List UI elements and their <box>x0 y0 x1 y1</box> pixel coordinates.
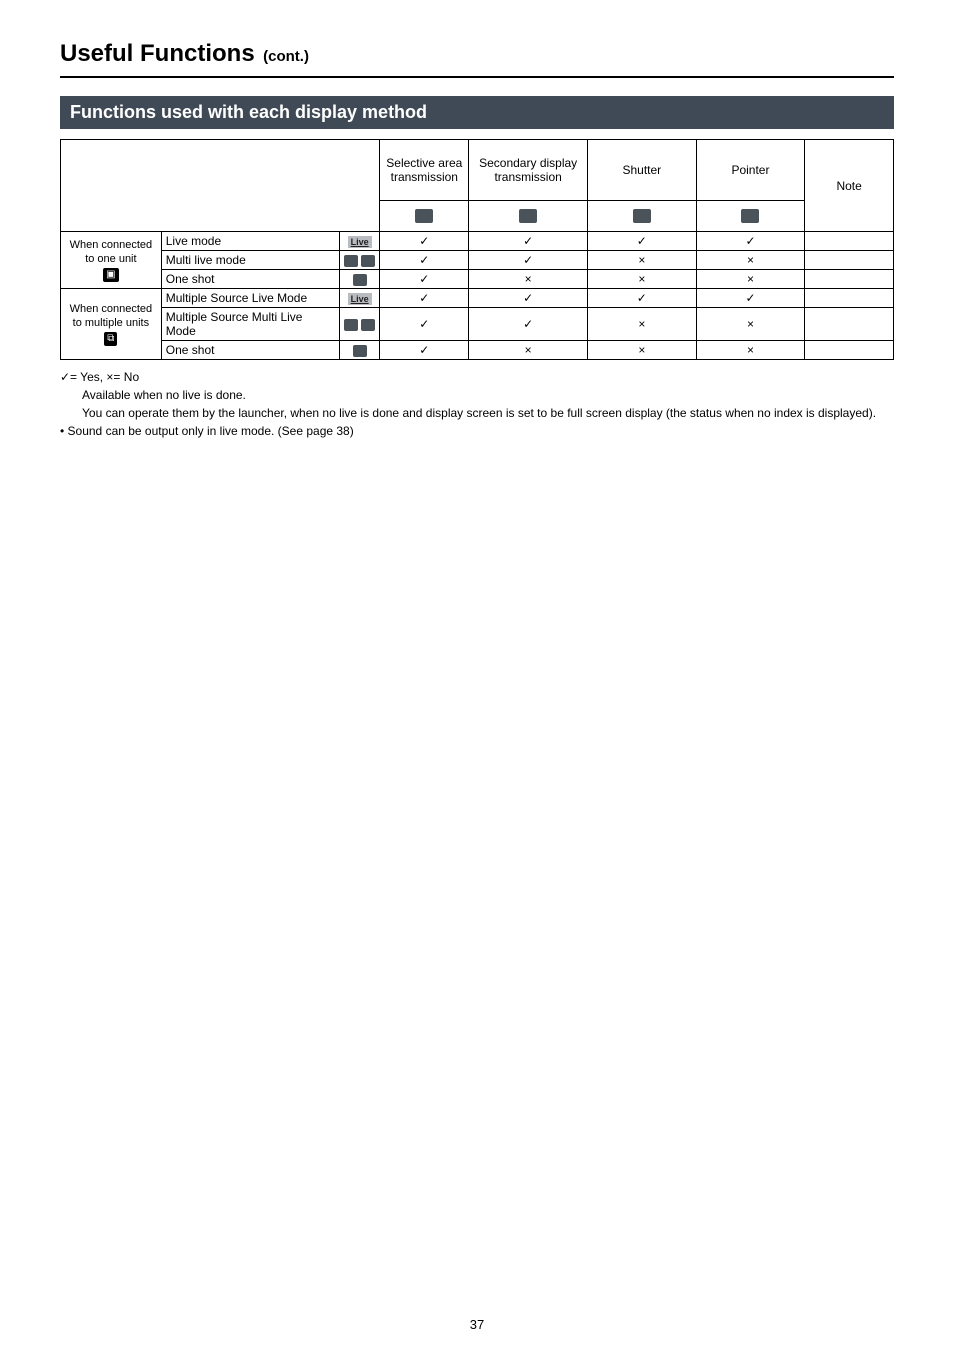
multi-live-icon <box>340 308 380 341</box>
page-title: Useful Functions <box>60 40 255 67</box>
multi-live-icon <box>340 251 380 270</box>
cell: × <box>696 251 805 270</box>
selective-area-icon <box>380 201 469 232</box>
cell: ✓ <box>588 232 697 251</box>
table-row: One shot ✓ × × × <box>61 341 894 360</box>
cell: ✓ <box>380 289 469 308</box>
cell: × <box>696 270 805 289</box>
live-badge-icon: Live <box>340 232 380 251</box>
table-row: One shot ✓ × × × <box>61 270 894 289</box>
notes-block: ✓= Yes, ×= No Available when no live is … <box>60 368 894 440</box>
cell: ✓ <box>588 289 697 308</box>
single-projector-icon: ▣ <box>103 268 118 282</box>
cell: × <box>588 270 697 289</box>
cell: × <box>588 308 697 341</box>
cell <box>805 289 894 308</box>
note-line-2: You can operate them by the launcher, wh… <box>60 404 894 422</box>
cell: ✓ <box>469 289 588 308</box>
pointer-icon <box>696 201 805 232</box>
cell: ✓ <box>380 251 469 270</box>
cell: × <box>696 341 805 360</box>
cell: ✓ <box>380 308 469 341</box>
cell <box>805 251 894 270</box>
live-badge-icon: Live <box>340 289 380 308</box>
note-line-1: Available when no live is done. <box>60 386 894 404</box>
table-row: When connected to one unit ▣ Live mode L… <box>61 232 894 251</box>
group-label-single: When connected to one unit ▣ <box>61 232 162 289</box>
mode-label: One shot <box>161 341 339 360</box>
table-row: Multi live mode ✓ ✓ × × <box>61 251 894 270</box>
cell: ✓ <box>469 232 588 251</box>
cell: ✓ <box>469 308 588 341</box>
cell: ✓ <box>469 251 588 270</box>
page-title-cont: (cont.) <box>263 48 309 65</box>
functions-table: Selective area transmission Secondary di… <box>60 139 894 360</box>
col-header-selective: Selective area transmission <box>380 140 469 201</box>
group-label-text: When connected to one unit <box>70 239 153 265</box>
group-label-multiple: When connected to multiple units ⧉ <box>61 289 162 360</box>
mode-label: Multiple Source Live Mode <box>161 289 339 308</box>
table-corner-cell <box>61 140 380 232</box>
cell <box>805 341 894 360</box>
cell: × <box>469 270 588 289</box>
cell: ✓ <box>380 270 469 289</box>
table-row: Multiple Source Multi Live Mode ✓ ✓ × × <box>61 308 894 341</box>
col-header-pointer: Pointer <box>696 140 805 201</box>
cell: × <box>469 341 588 360</box>
cell <box>805 232 894 251</box>
section-heading: Functions used with each display method <box>60 96 894 129</box>
mode-label: Multi live mode <box>161 251 339 270</box>
mode-label: Multiple Source Multi Live Mode <box>161 308 339 341</box>
mode-label: One shot <box>161 270 339 289</box>
cell: ✓ <box>380 341 469 360</box>
secondary-display-icon <box>469 201 588 232</box>
legend-text: ✓= Yes, ×= No <box>60 368 894 386</box>
cell: ✓ <box>696 232 805 251</box>
note-bullet: • Sound can be output only in live mode.… <box>60 422 894 440</box>
cell: × <box>696 308 805 341</box>
cell: × <box>588 251 697 270</box>
page-title-row: Useful Functions (cont.) <box>60 40 894 78</box>
group-label-text: When connected to multiple units <box>70 303 153 329</box>
cell <box>805 308 894 341</box>
cell <box>805 270 894 289</box>
table-row: When connected to multiple units ⧉ Multi… <box>61 289 894 308</box>
col-header-shutter: Shutter <box>588 140 697 201</box>
cell: × <box>588 341 697 360</box>
cell: ✓ <box>380 232 469 251</box>
oneshot-icon <box>340 341 380 360</box>
cell: ✓ <box>696 289 805 308</box>
col-header-note: Note <box>805 140 894 232</box>
page-number: 37 <box>0 1317 954 1332</box>
multi-projector-icon: ⧉ <box>104 332 117 346</box>
mode-label: Live mode <box>161 232 339 251</box>
oneshot-icon <box>340 270 380 289</box>
shutter-icon <box>588 201 697 232</box>
col-header-secondary: Secondary display transmission <box>469 140 588 201</box>
